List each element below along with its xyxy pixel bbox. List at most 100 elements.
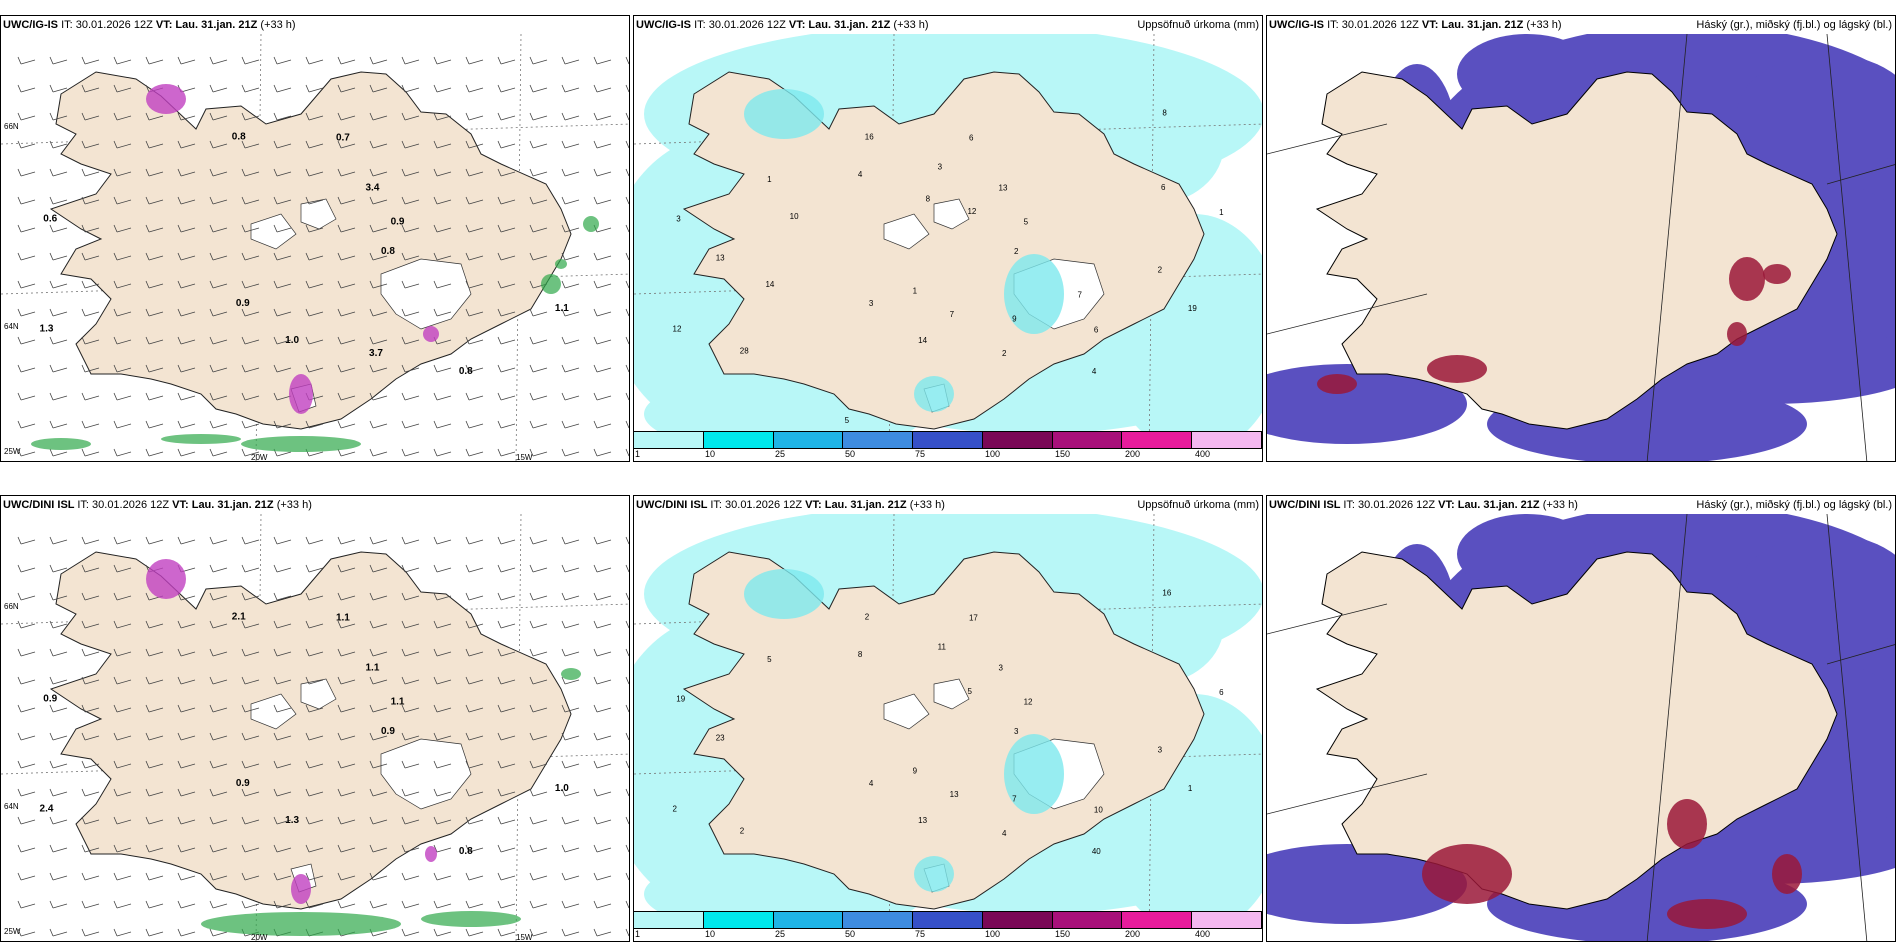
wind-barb: [241, 648, 260, 657]
glacier: [883, 693, 930, 730]
wind-barb: [209, 420, 228, 429]
wind-barb: [241, 56, 260, 65]
value-label: 13: [716, 254, 725, 263]
wind-barb: [177, 448, 196, 457]
title-model: UWC/DINI ISL: [636, 499, 711, 511]
wind-barb: [81, 224, 100, 233]
wind-barb: [17, 392, 36, 401]
cloud-area: [1267, 364, 1467, 444]
high-cloud-area: [1427, 355, 1487, 383]
wind-barb: [337, 872, 356, 881]
wind-barb: [209, 704, 228, 713]
wind-barb: [465, 648, 484, 657]
wind-barb: [241, 224, 260, 233]
wind-barb: [273, 872, 292, 881]
wind-barb: [305, 900, 324, 909]
wind-barb: [81, 140, 100, 149]
wind-barb: [625, 56, 629, 65]
wind-barb: [337, 392, 356, 401]
wind-barb: [209, 536, 228, 545]
wind-barb: [209, 280, 228, 289]
wind-barb: [177, 676, 196, 685]
wind-barb: [401, 816, 420, 825]
wind-barb: [177, 760, 196, 769]
wind-barb: [49, 704, 68, 713]
value-label: 9: [913, 766, 918, 775]
wind-barb: [49, 648, 68, 657]
panel-title: UWC/IG-IS IT: 30.01.2026 12Z VT: Lau. 31…: [634, 16, 1262, 34]
cloud-map-ig: UWC/IG-IS IT: 30.01.2026 12Z VT: Lau. 31…: [1266, 15, 1896, 462]
wind-barb: [561, 928, 580, 937]
wind-barb: [593, 704, 612, 713]
wind-barb: [81, 900, 100, 909]
wind-barb: [241, 704, 260, 713]
wind-barb: [529, 872, 548, 881]
value-label: 3.7: [369, 348, 383, 359]
wind-barb: [401, 844, 420, 853]
legend-swatch: [982, 911, 1053, 929]
value-label: 2: [673, 804, 678, 813]
value-label: 13: [950, 790, 959, 799]
wind-barb: [465, 420, 484, 429]
value-label: 0.8: [459, 846, 473, 857]
wind-barb: [433, 816, 452, 825]
legend-tick: 25: [775, 929, 786, 939]
wind-barb: [561, 364, 580, 373]
value-label: 17: [969, 613, 978, 622]
wind-barb: [625, 224, 629, 233]
panel-title: UWC/IG-IS IT: 30.01.2026 12Z VT: Lau. 31…: [1, 16, 629, 34]
wind-barb: [497, 620, 516, 629]
wind-barb: [625, 900, 629, 909]
wind-barb: [529, 448, 548, 457]
value-label: 1: [767, 175, 772, 184]
wind-barb: [241, 844, 260, 853]
wind-barb: [273, 112, 292, 121]
wind-barb: [369, 56, 388, 65]
wind-barb: [81, 112, 100, 121]
title-it: IT: 30.01.2026 12Z: [694, 19, 789, 31]
wind-barb: [401, 564, 420, 573]
wind-barb: [17, 928, 36, 937]
wind-barb: [49, 420, 68, 429]
value-label: 14: [765, 280, 774, 289]
wind-barb: [337, 224, 356, 233]
wind-barb: [593, 84, 612, 93]
wind-barb: [561, 648, 580, 657]
wind-barb: [561, 308, 580, 317]
wind-barb: [561, 196, 580, 205]
axis-label: 64N: [4, 802, 19, 811]
wind-barb: [497, 364, 516, 373]
wind-barb: [17, 816, 36, 825]
wind-barb: [113, 872, 132, 881]
wind-barb: [433, 788, 452, 797]
wind-barb: [561, 900, 580, 909]
value-label: 1.3: [40, 323, 54, 334]
strong-gust-area: [291, 874, 311, 904]
axis-label: 25W: [4, 447, 21, 456]
wind-barb: [49, 196, 68, 205]
wind-barb: [177, 704, 196, 713]
wind-barb: [145, 732, 164, 741]
wind-barb: [465, 392, 484, 401]
wind-barb: [241, 592, 260, 601]
wind-barb: [17, 536, 36, 545]
wind-barb: [497, 392, 516, 401]
wind-barb: [625, 704, 629, 713]
legend-swatch: [1192, 911, 1262, 929]
gust-area: [583, 216, 599, 232]
wind-barb: [337, 536, 356, 545]
wind-barb: [561, 536, 580, 545]
glacier: [933, 678, 970, 710]
wind-barb: [561, 816, 580, 825]
wind-barb: [273, 420, 292, 429]
value-label: 4: [869, 779, 874, 788]
high-cloud-area: [1317, 374, 1357, 394]
wind-barb: [17, 872, 36, 881]
wind-barb: [145, 448, 164, 457]
wind-barb: [497, 536, 516, 545]
panel-field-title: Uppsöfnuð úrkoma (mm): [1137, 19, 1259, 31]
wind-barb: [177, 224, 196, 233]
wind-barb: [241, 448, 260, 457]
wind-barb: [241, 196, 260, 205]
wind-barb: [593, 732, 612, 741]
